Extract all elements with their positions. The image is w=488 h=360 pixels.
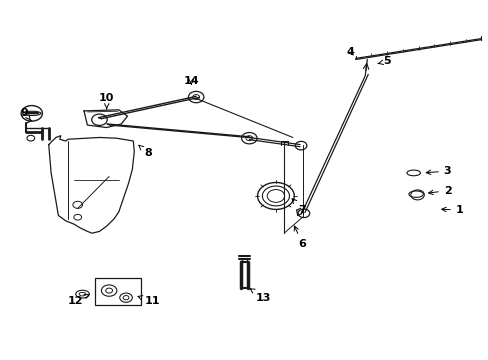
Text: 1: 1 (441, 205, 463, 215)
Text: 6: 6 (294, 226, 306, 249)
Text: 13: 13 (250, 289, 271, 303)
Text: 14: 14 (183, 76, 199, 86)
Text: 4: 4 (346, 48, 354, 57)
Text: 2: 2 (428, 186, 450, 195)
Text: 12: 12 (67, 294, 89, 306)
Text: 10: 10 (99, 94, 114, 109)
Text: 9: 9 (20, 108, 31, 121)
Text: 5: 5 (377, 56, 390, 66)
Bar (95, 278, 140, 305)
Ellipse shape (22, 111, 41, 116)
Text: 11: 11 (138, 296, 160, 306)
Text: 3: 3 (426, 166, 450, 176)
Text: 8: 8 (139, 145, 151, 158)
Text: 7: 7 (291, 199, 306, 215)
